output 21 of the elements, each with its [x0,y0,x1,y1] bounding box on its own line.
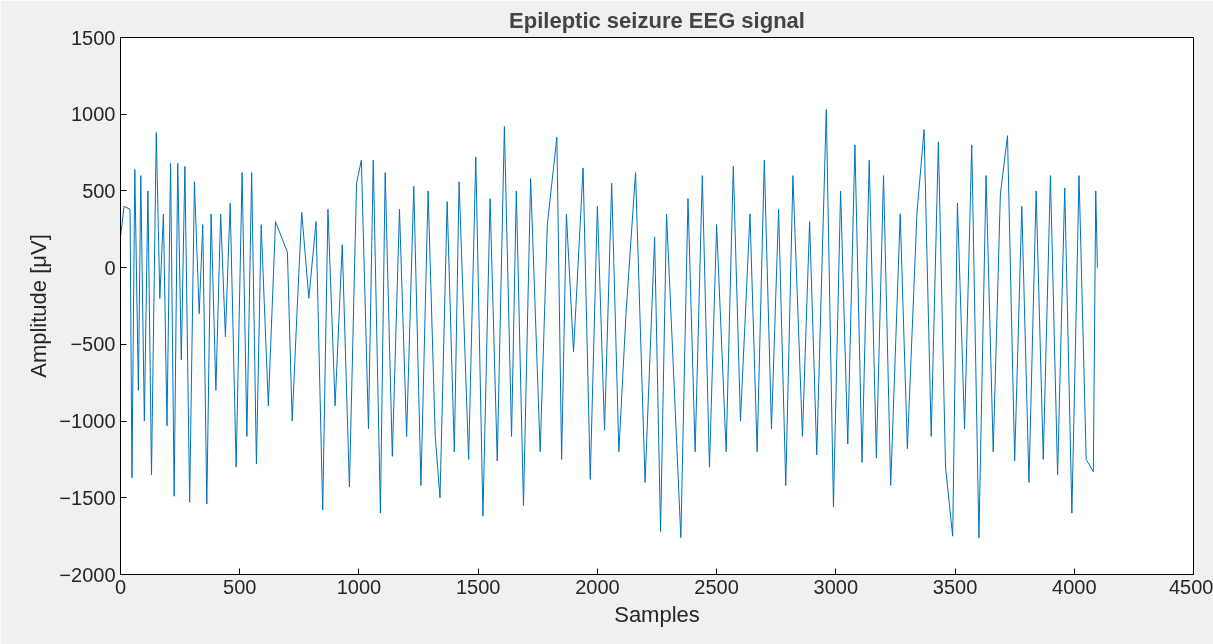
x-tick-label: 500 [223,575,257,598]
y-tick-label: 1500 [71,26,116,49]
x-tick-label: 2000 [575,575,620,598]
x-tick-label: 3500 [932,575,978,598]
x-tick-label: 4000 [1052,575,1097,598]
x-tick-label: 1500 [455,575,501,598]
y-tick-label: 1000 [71,103,116,126]
x-tick-label: 3000 [813,575,859,598]
x-tick-label: 2500 [694,575,739,598]
x-tick-label: 4500 [1169,575,1213,598]
y-tick-label: −1000 [59,410,116,433]
y-tick-label: 0 [104,256,116,279]
y-axis-title: Amplitude [μV] [26,234,52,378]
y-tick-label: −2000 [59,563,116,586]
line-series [120,109,1098,539]
x-tick-label: 1000 [336,575,382,598]
y-tick-label: −500 [70,333,116,356]
chart-title: Epileptic seizure EEG signal [509,7,805,33]
x-axis-title: Samples [614,601,700,627]
y-tick-label: −1500 [59,486,116,509]
y-tick-label: 500 [82,179,116,202]
